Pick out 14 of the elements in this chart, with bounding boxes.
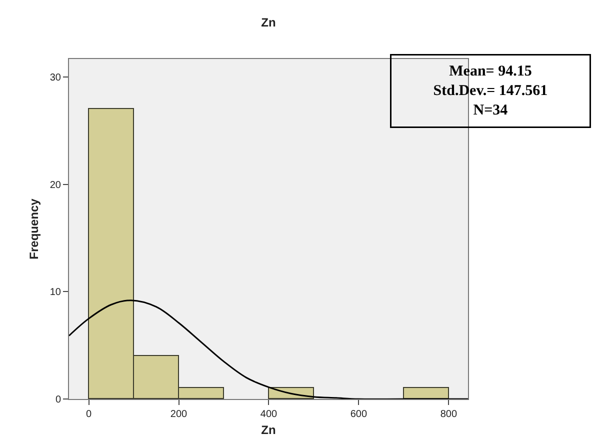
x-tick-label: 0 [86, 409, 92, 420]
y-tick-label: 30 [50, 72, 62, 84]
x-axis-title: Zn [261, 422, 276, 437]
y-tick-label: 10 [50, 287, 62, 298]
line-series [69, 300, 468, 399]
x-tick-label: 200 [170, 409, 188, 420]
y-axis-title: Frequency [27, 198, 42, 260]
x-tick-label: 600 [350, 409, 368, 420]
annotation: Mean= 94.15 Std.Dev.= 147.561 N=34 [433, 64, 548, 118]
y-tick-label: 0 [55, 394, 62, 406]
x-tick-label: 400 [260, 409, 278, 420]
y-tick-label: 20 [50, 180, 62, 191]
x-tick-label: 800 [440, 409, 458, 420]
chart-title: Zn [261, 15, 276, 30]
